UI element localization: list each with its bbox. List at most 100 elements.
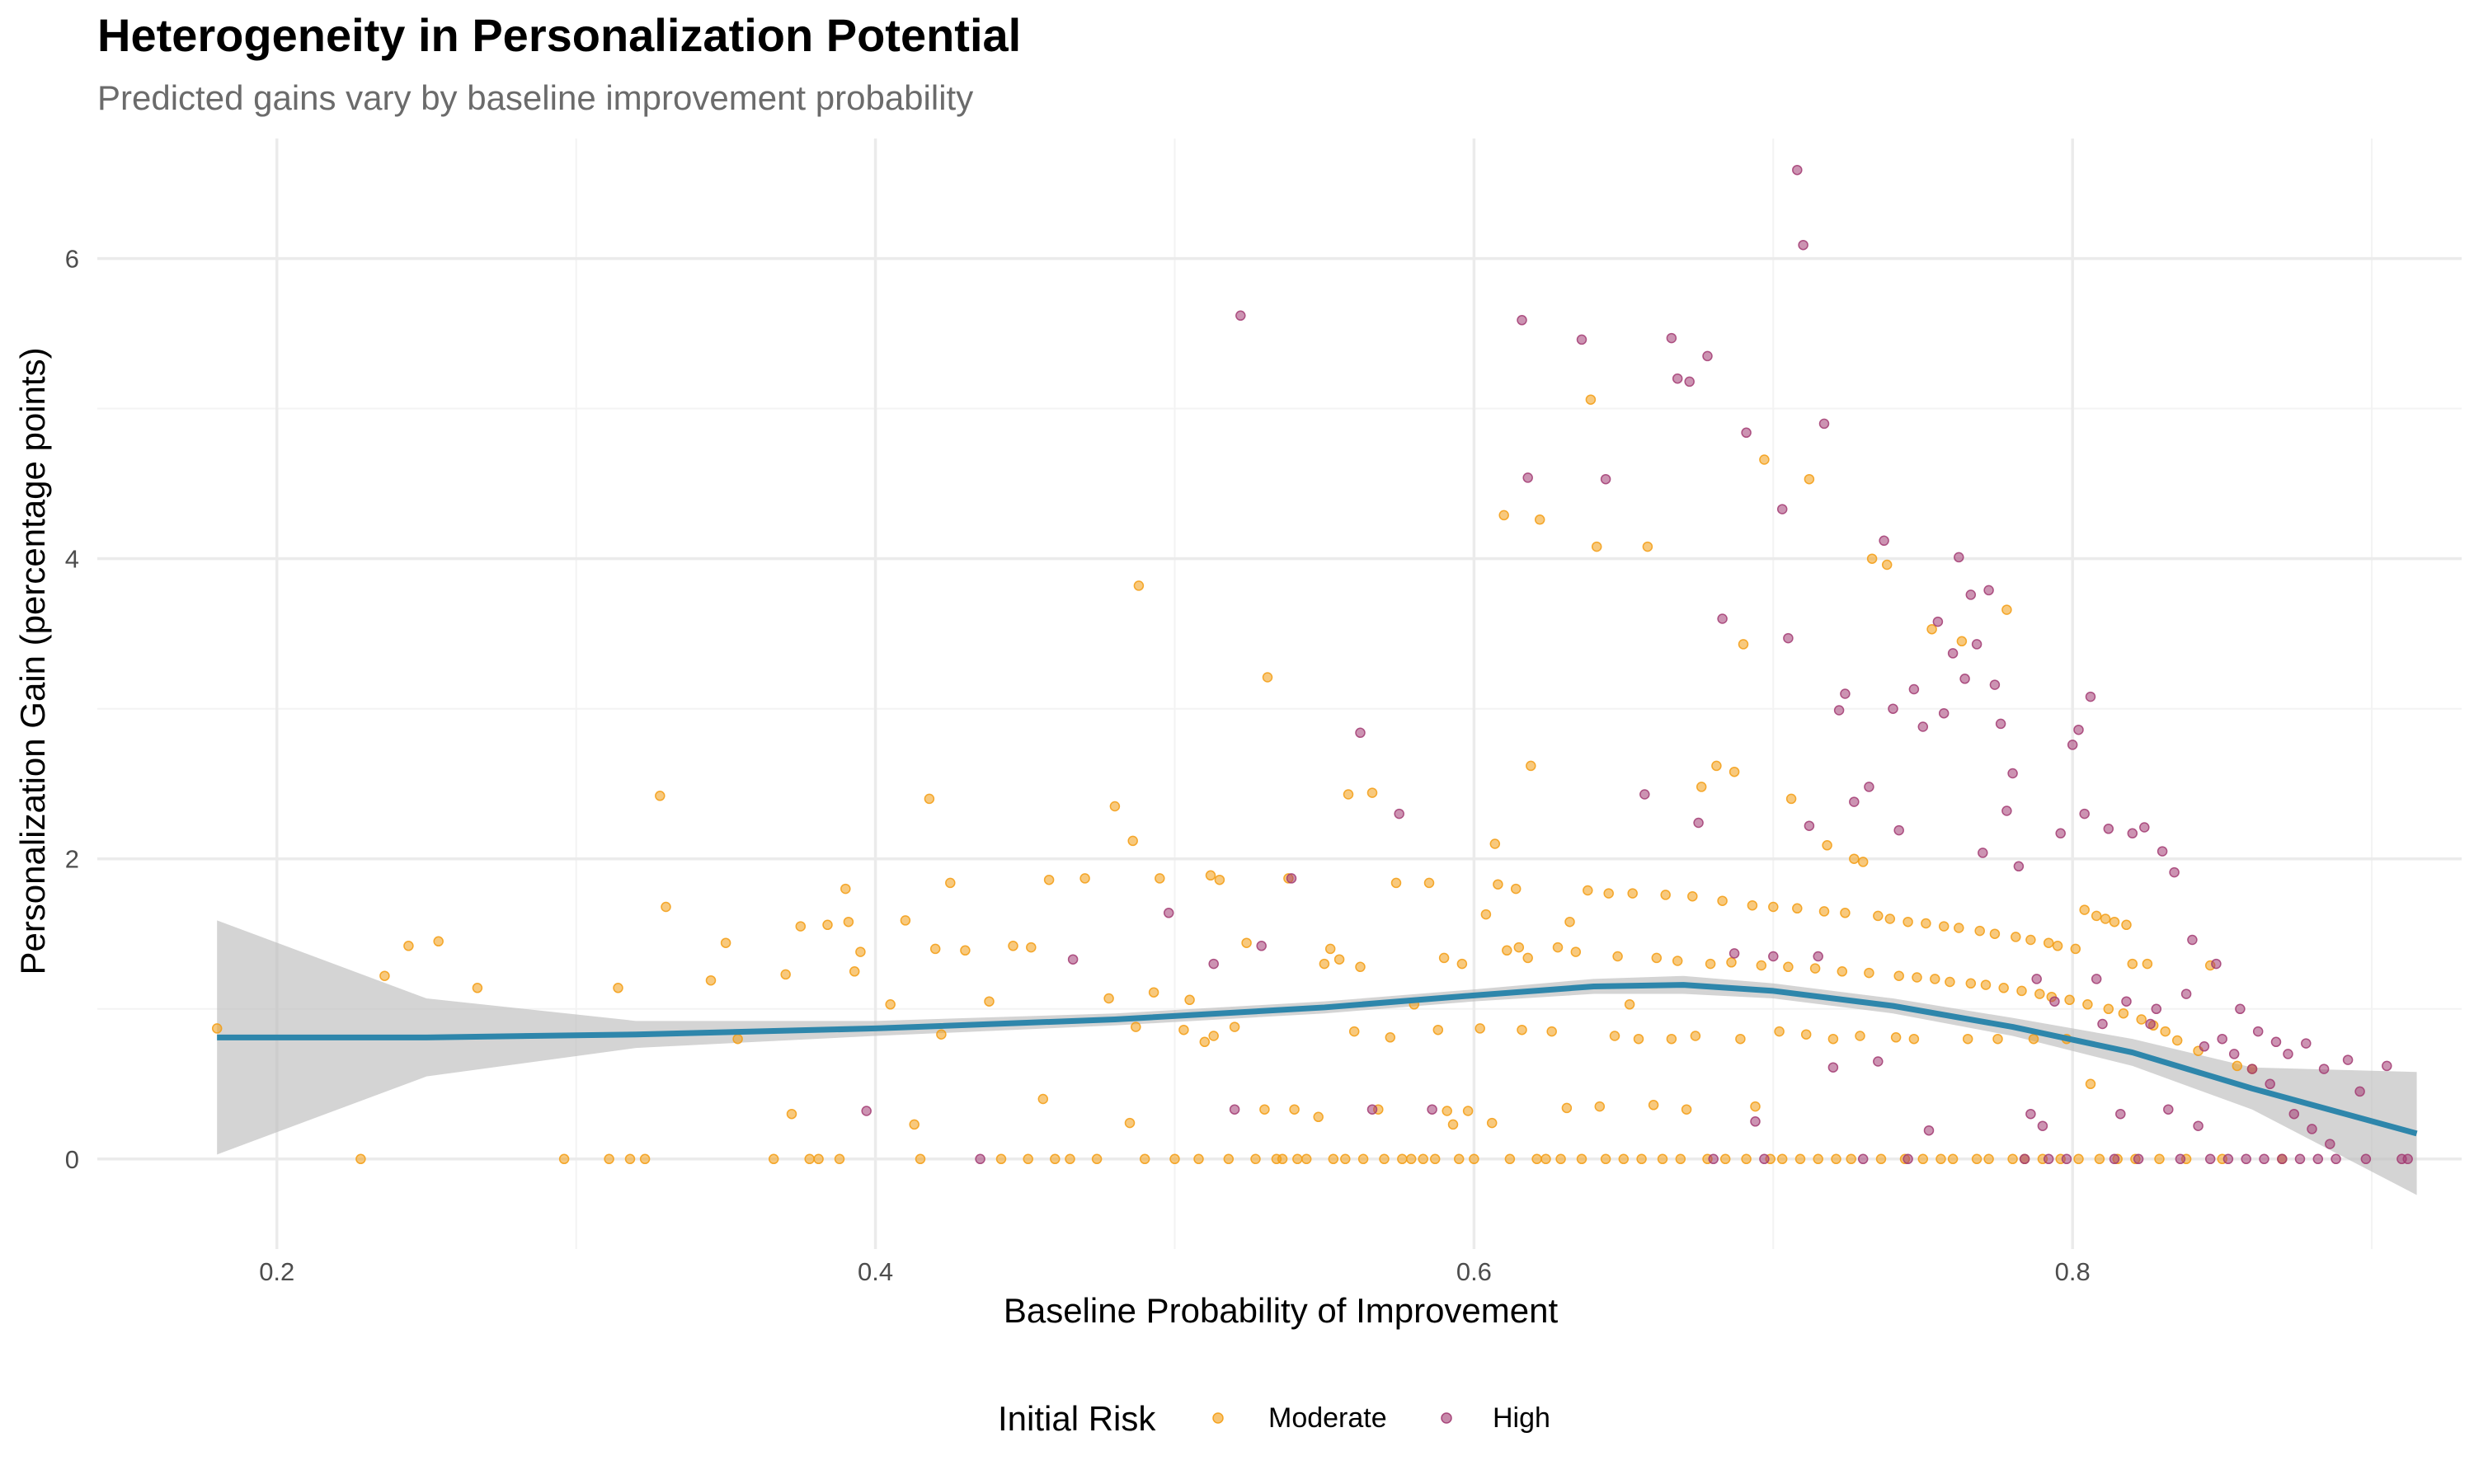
point-moderate xyxy=(822,919,833,931)
point-moderate xyxy=(1609,1031,1620,1041)
point-moderate xyxy=(1531,1153,1542,1165)
point-high xyxy=(1427,1104,1437,1115)
legend-label-moderate: Moderate xyxy=(1268,1402,1387,1434)
point-high xyxy=(1879,535,1889,547)
point-moderate xyxy=(1561,1102,1573,1114)
point-high xyxy=(1813,951,1823,962)
point-high xyxy=(2151,1003,2162,1015)
point-high xyxy=(2222,1153,2234,1165)
point-moderate xyxy=(1241,937,1252,948)
point-moderate xyxy=(1846,1153,1856,1165)
chart-subtitle: Predicted gains vary by baseline improve… xyxy=(97,78,973,117)
point-high xyxy=(2163,1104,2174,1115)
point-moderate xyxy=(1333,954,1345,965)
point-moderate xyxy=(1827,1033,1839,1045)
point-moderate xyxy=(1738,639,1749,650)
point-moderate xyxy=(1657,1153,1668,1165)
point-moderate xyxy=(1328,1153,1339,1165)
point-moderate xyxy=(936,1029,947,1040)
point-moderate xyxy=(1379,1153,1390,1165)
point-moderate xyxy=(1355,961,1366,973)
point-high xyxy=(2312,1153,2324,1165)
point-moderate xyxy=(1864,967,1874,979)
point-moderate xyxy=(1726,957,1737,968)
point-high xyxy=(2252,1026,2264,1037)
point-moderate xyxy=(2011,932,2021,942)
point-high xyxy=(1208,958,1219,970)
point-moderate xyxy=(2016,985,2027,997)
point-moderate xyxy=(1043,874,1055,885)
point-high xyxy=(2187,934,2198,946)
point-moderate xyxy=(1462,1106,1474,1116)
point-moderate xyxy=(984,996,995,1007)
point-moderate xyxy=(1591,541,1602,552)
point-moderate xyxy=(1585,394,1597,405)
point-moderate xyxy=(1124,1117,1136,1129)
point-moderate xyxy=(2034,989,2045,999)
point-moderate xyxy=(1785,793,1797,805)
point-moderate xyxy=(1792,903,1803,914)
point-moderate xyxy=(2028,1033,2039,1045)
point-moderate xyxy=(1800,1029,1812,1040)
point-moderate xyxy=(1169,1153,1180,1165)
point-moderate xyxy=(1526,760,1536,772)
point-moderate xyxy=(1776,1153,1788,1165)
point-moderate xyxy=(1469,1153,1479,1165)
point-high xyxy=(2259,1153,2269,1165)
point-moderate xyxy=(661,901,671,913)
point-moderate xyxy=(1133,580,1145,591)
y-tick-label: 4 xyxy=(65,545,79,574)
point-moderate xyxy=(1564,916,1575,928)
legend: Initial Risk Moderate High xyxy=(998,1399,1550,1438)
point-moderate xyxy=(1926,623,1937,635)
point-moderate xyxy=(1456,958,1468,970)
point-moderate xyxy=(1809,963,1821,974)
point-moderate xyxy=(1343,789,1354,800)
point-moderate xyxy=(720,937,731,948)
point-moderate xyxy=(2142,958,2153,970)
point-moderate xyxy=(1759,454,1770,465)
point-high xyxy=(2025,1108,2036,1120)
point-moderate xyxy=(1935,1153,1946,1165)
point-moderate xyxy=(2043,937,2054,948)
point-high xyxy=(2199,1041,2210,1052)
grid xyxy=(97,139,2462,1249)
point-moderate xyxy=(2136,1014,2147,1025)
point-high xyxy=(2079,808,2090,819)
point-moderate xyxy=(1719,1153,1731,1165)
point-moderate xyxy=(1576,1153,1587,1165)
point-moderate xyxy=(433,936,444,947)
point-moderate xyxy=(558,1153,570,1165)
point-moderate xyxy=(1199,1036,1211,1048)
point-moderate xyxy=(705,974,717,986)
point-high xyxy=(1864,782,1874,792)
point-high xyxy=(1983,585,1994,596)
point-moderate xyxy=(1822,840,1832,851)
point-moderate xyxy=(1651,952,1663,964)
x-tick-label: 0.2 xyxy=(259,1257,294,1286)
point-moderate xyxy=(211,1023,223,1034)
point-moderate xyxy=(1980,979,1992,990)
point-moderate xyxy=(1127,835,1138,847)
point-high xyxy=(2283,1049,2293,1059)
point-moderate xyxy=(795,921,807,932)
point-moderate xyxy=(1840,908,1851,918)
point-moderate xyxy=(379,970,390,981)
point-moderate xyxy=(1813,1153,1823,1165)
point-high xyxy=(2055,828,2066,839)
point-high xyxy=(2228,1049,2240,1059)
point-moderate xyxy=(1633,1033,1644,1045)
point-moderate xyxy=(1881,559,1893,571)
point-moderate xyxy=(1357,1153,1369,1165)
point-high xyxy=(975,1153,985,1165)
point-high xyxy=(2109,1153,2120,1165)
point-moderate xyxy=(1475,1023,1485,1034)
point-moderate xyxy=(1208,1031,1219,1041)
point-high xyxy=(1256,941,1267,951)
point-high xyxy=(2288,1108,2300,1120)
point-moderate xyxy=(1385,1032,1396,1043)
y-tick-label: 6 xyxy=(65,245,79,274)
point-moderate xyxy=(1866,553,1878,564)
point-high xyxy=(1917,721,1929,732)
point-moderate xyxy=(1429,1153,1441,1165)
